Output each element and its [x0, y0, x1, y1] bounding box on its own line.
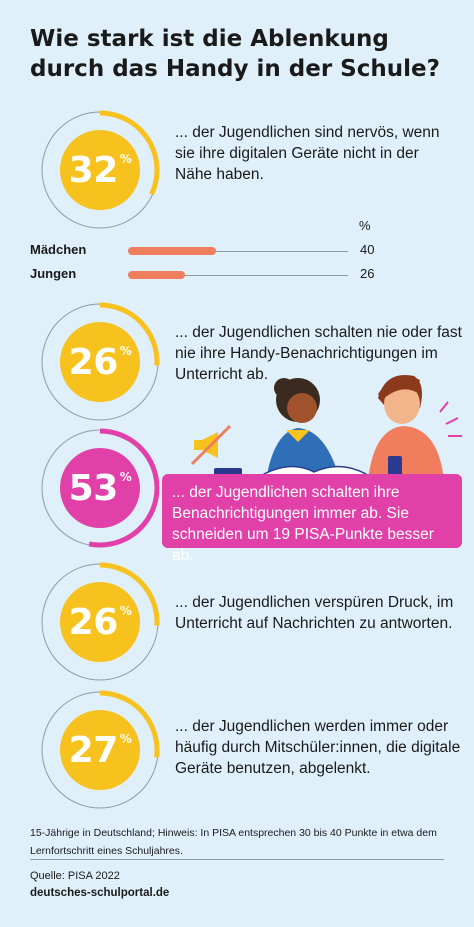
bar-label: Jungen — [30, 266, 77, 281]
stat-text: ... der Jugendlichen sind nervös, wenn s… — [175, 124, 440, 183]
muted-megaphone-icon — [190, 424, 232, 466]
stat-value: 26% — [68, 601, 132, 643]
stat-value: 26% — [68, 341, 132, 383]
students-illustration — [190, 374, 462, 480]
progress-ring — [40, 690, 160, 810]
stat-circle-27: 27% — [38, 688, 162, 812]
bar-track — [128, 275, 348, 276]
bar-fill — [128, 271, 186, 279]
progress-arc — [40, 302, 160, 422]
progress-ring — [40, 562, 160, 682]
site-label: deutsches-schulportal.de — [30, 887, 170, 899]
progress-ring — [40, 302, 160, 422]
gender-bar-chart: % Mädchen 40 Jungen 26 — [30, 218, 450, 298]
stat-value: 32% — [68, 149, 132, 191]
stat-circle-32: 32% — [38, 108, 162, 232]
bar-fill — [128, 247, 216, 255]
sparkle-icon — [439, 401, 462, 437]
bar-unit-label: % — [359, 218, 371, 233]
bar-value: 26 — [360, 266, 375, 281]
progress-arc — [40, 562, 160, 682]
progress-arc — [40, 428, 160, 548]
highlight-box — [162, 474, 462, 548]
student-girl-icon — [266, 378, 340, 480]
stat-circle-26: 26% — [38, 300, 162, 424]
progress-arc — [40, 690, 160, 810]
stat-text: ... der Jugendlichen schalten nie oder f… — [175, 324, 462, 383]
stat-circle-53: 53% — [38, 426, 162, 550]
bar-track — [128, 251, 348, 252]
source-label: Quelle: PISA 2022 — [30, 870, 120, 882]
footnote: 15-Jährige in Deutschland; Hinweis: In P… — [30, 827, 437, 857]
bar-label: Mädchen — [30, 242, 87, 257]
divider — [30, 859, 444, 860]
student-boy-icon — [368, 374, 444, 480]
progress-arc — [40, 110, 160, 230]
stat-text: ... der Jugendlichen verspüren Druck, im… — [175, 594, 454, 632]
stat-value: 53% — [68, 467, 132, 509]
progress-ring — [40, 428, 160, 548]
stat-circle-26b: 26% — [38, 560, 162, 684]
bar-value: 40 — [360, 242, 375, 257]
bar-row-maedchen: Mädchen 40 — [30, 242, 450, 262]
page-title: Wie stark ist die Ablenkung durch das Ha… — [30, 26, 440, 82]
stat-value: 27% — [68, 729, 132, 771]
progress-ring — [40, 110, 160, 230]
bar-row-jungen: Jungen 26 — [30, 266, 450, 286]
stat-text: ... der Jugendlichen werden immer oder h… — [175, 718, 461, 777]
stat-text: ... der Jugendlichen schalten ihre Benac… — [172, 484, 434, 564]
